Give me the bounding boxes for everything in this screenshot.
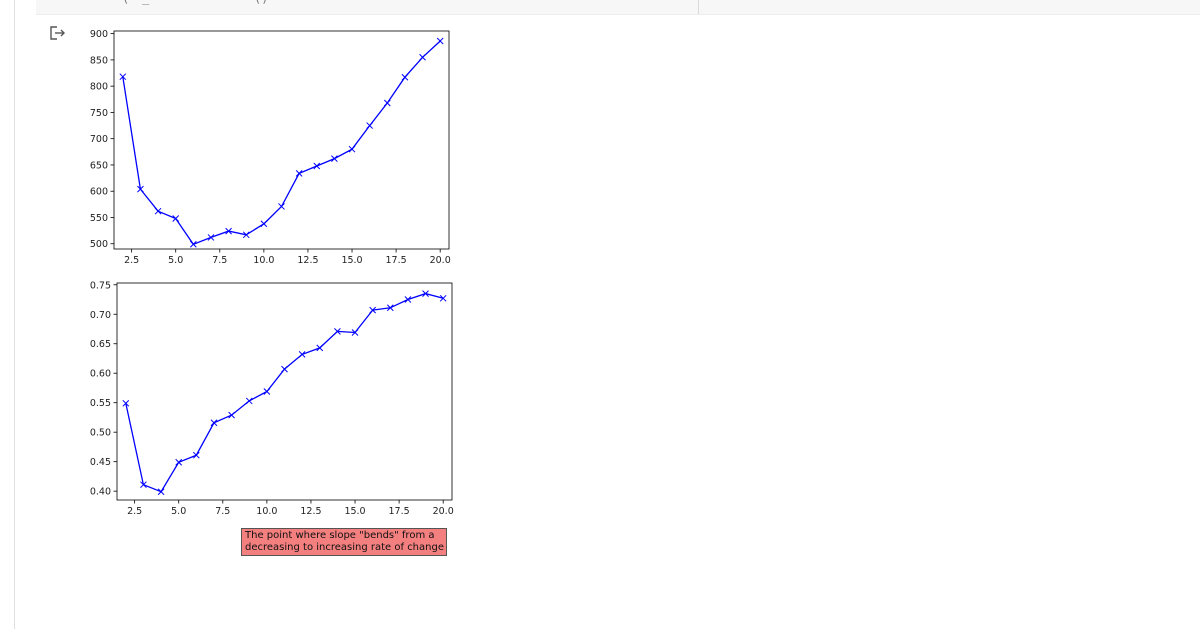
chart-1-y-tick-label: 750 — [90, 108, 108, 119]
chart-1-point-marker — [225, 227, 232, 235]
chart-1-point-marker — [313, 162, 321, 170]
chart-2-x-tick-label: 5.0 — [171, 506, 186, 517]
chart-1-point-marker — [401, 73, 409, 81]
code-fragment: _ — [142, 0, 149, 5]
chart-2-point-marker — [228, 411, 235, 419]
chart-2-x-tick-label: 17.5 — [389, 506, 410, 517]
chart-1-point-marker — [278, 203, 285, 210]
chart-1-y-tick-label: 850 — [90, 55, 108, 66]
chart-2-point-marker — [404, 296, 412, 303]
output-redirect-icon[interactable] — [49, 25, 67, 41]
chart-1-y-tick-label: 700 — [90, 134, 108, 145]
chart-2-frame — [116, 282, 453, 501]
chart-1-y-tick-label: 600 — [90, 187, 108, 198]
chart-2-point-marker — [210, 419, 218, 427]
chart-2-point-marker — [298, 350, 306, 358]
annotation-line-2: decreasing to increasing rate of change — [245, 542, 444, 553]
chart-2-point-marker — [245, 397, 253, 405]
chart-2-point-marker — [439, 294, 447, 302]
chart-1-point-marker — [436, 37, 444, 45]
chart-1-x-tick-label: 5.0 — [168, 255, 183, 266]
chart-2-x-tick-label: 10.0 — [256, 506, 277, 517]
annotation-box: The point where slope "bends" from a dec… — [241, 528, 447, 556]
chart-1-x-tick-label: 20.0 — [430, 255, 451, 266]
chart-1-point-marker — [242, 231, 250, 239]
chart-1-point-marker — [189, 240, 197, 248]
chart-2-y-tick-label: 0.40 — [90, 487, 111, 498]
chart-2-point-marker — [386, 304, 394, 312]
chart-2-y-tick-label: 0.75 — [90, 280, 111, 291]
chart-1-point-marker — [119, 73, 127, 81]
chart-1-x-tick-label: 12.5 — [297, 255, 318, 266]
chart-2-point-marker — [316, 344, 324, 352]
chart-2-y-tick-label: 0.55 — [90, 398, 111, 409]
notebook-left-rule — [14, 0, 15, 629]
chart-1-point-marker — [348, 145, 356, 153]
chart-1-x-tick-label: 2.5 — [124, 255, 139, 266]
chart-1-point-marker — [260, 220, 268, 228]
chart-1-point-marker — [207, 234, 215, 241]
annotation-line-1: The point where slope "bends" from a — [245, 530, 435, 541]
chart-2-x-tick-label: 2.5 — [127, 506, 142, 517]
chart-1-point-marker — [419, 53, 426, 61]
chart-1-y-tick-label: 900 — [90, 29, 108, 40]
chart-1-y-tick-label: 800 — [90, 82, 108, 93]
chart-1-x-tick-label: 7.5 — [212, 255, 227, 266]
chart-1-x-tick-label: 15.0 — [341, 255, 362, 266]
chart-2-point-marker — [351, 329, 359, 336]
chart-1-point-marker — [331, 155, 338, 163]
chart-2-point-marker — [263, 388, 271, 395]
chart-1-x-tick-label: 17.5 — [386, 255, 407, 266]
chart-2-point-marker — [122, 399, 130, 407]
chart-2-point-marker — [422, 290, 429, 297]
chart-1-frame — [113, 30, 450, 250]
code-cell-divider — [698, 0, 699, 14]
code-fragment: () — [254, 0, 268, 5]
chart-1-point-marker — [295, 170, 303, 177]
chart-2-y-tick-label: 0.50 — [90, 428, 111, 439]
chart-1-point-marker — [383, 99, 391, 107]
chart-1-y-tick-label: 550 — [90, 213, 108, 224]
chart-2-point-marker — [281, 365, 288, 373]
chart-2-x-tick-label: 15.0 — [344, 506, 365, 517]
chart-1-point-marker — [154, 207, 162, 215]
chart-2-x-tick-label: 7.5 — [215, 506, 230, 517]
chart-2-point-marker — [140, 481, 147, 489]
chart-1-y-tick-label: 500 — [90, 239, 108, 250]
chart-1-point-marker — [366, 122, 374, 129]
chart-2-x-tick-label: 20.0 — [433, 506, 454, 517]
chart-1-point-marker — [137, 185, 144, 193]
chart-2-point-marker — [369, 306, 377, 314]
chart-2-point-marker — [175, 458, 183, 466]
chart-2-y-tick-label: 0.70 — [90, 310, 111, 321]
chart-2-point-marker — [157, 488, 165, 496]
chart-2-y-tick-label: 0.65 — [90, 339, 111, 350]
chart-2-point-marker — [334, 327, 341, 335]
chart-2-point-marker — [192, 451, 200, 459]
chart-1-point-marker — [172, 215, 180, 222]
chart-2-x-tick-label: 12.5 — [300, 506, 321, 517]
chart-2-y-tick-label: 0.60 — [90, 369, 111, 380]
chart-1-x-tick-label: 10.0 — [253, 255, 274, 266]
chart-2-y-tick-label: 0.45 — [90, 457, 111, 468]
chart-1-y-tick-label: 650 — [90, 160, 108, 171]
code-fragment: ( — [122, 0, 129, 5]
code-cell-strip[interactable]: ( _ () — [36, 0, 1200, 15]
